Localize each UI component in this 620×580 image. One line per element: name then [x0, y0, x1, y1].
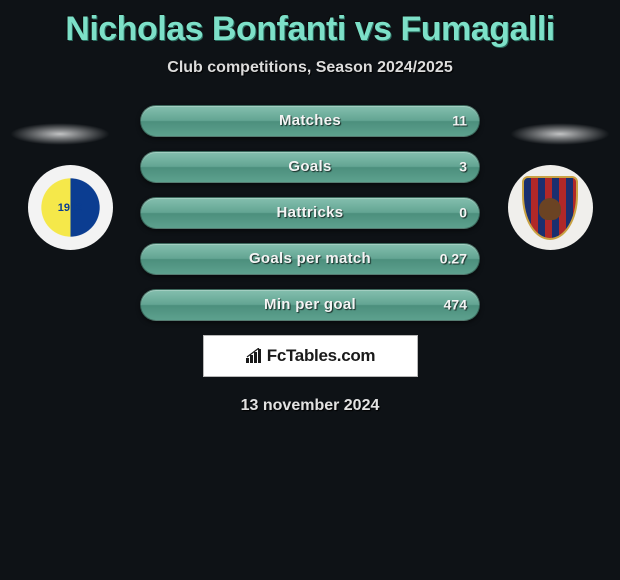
cosenza-badge-icon — [508, 165, 593, 250]
stat-value: 11 — [452, 113, 467, 129]
modena-badge-year: 1912 — [50, 188, 90, 228]
stat-value: 474 — [444, 297, 467, 313]
stat-label: Hattricks — [141, 204, 479, 221]
stat-label: Goals per match — [141, 250, 479, 267]
page-title: Nicholas Bonfanti vs Fumagalli — [0, 0, 620, 49]
player-left-shadow — [10, 123, 110, 145]
stat-value: 0.27 — [440, 251, 467, 267]
player-right-name: Fumagalli — [401, 10, 555, 48]
date-label: 13 november 2024 — [0, 397, 620, 415]
stat-row-goals-per-match: Goals per match 0.27 — [140, 243, 480, 275]
player-right-shadow — [510, 123, 610, 145]
subtitle: Club competitions, Season 2024/2025 — [0, 59, 620, 77]
stat-label: Goals — [141, 158, 479, 175]
stat-value: 3 — [459, 159, 467, 175]
right-club-badge — [500, 165, 600, 250]
stat-label: Min per goal — [141, 296, 479, 313]
brand-box[interactable]: FcTables.com — [203, 335, 418, 377]
comparison-content: 1912 Matches 11 Goals 3 Hattricks 0 Goal… — [0, 105, 620, 415]
left-club-badge: 1912 — [20, 165, 120, 250]
fctables-logo-icon — [245, 348, 263, 364]
brand-label: FcTables.com — [267, 346, 376, 366]
cosenza-shield-icon — [522, 176, 578, 240]
stats-list: Matches 11 Goals 3 Hattricks 0 Goals per… — [140, 105, 480, 321]
stat-value: 0 — [459, 205, 467, 221]
stat-row-min-per-goal: Min per goal 474 — [140, 289, 480, 321]
stat-row-matches: Matches 11 — [140, 105, 480, 137]
stat-row-hattricks: Hattricks 0 — [140, 197, 480, 229]
stat-row-goals: Goals 3 — [140, 151, 480, 183]
modena-badge-icon: 1912 — [28, 165, 113, 250]
stat-label: Matches — [141, 112, 479, 129]
vs-separator: vs — [355, 10, 401, 48]
player-left-name: Nicholas Bonfanti — [65, 10, 346, 48]
